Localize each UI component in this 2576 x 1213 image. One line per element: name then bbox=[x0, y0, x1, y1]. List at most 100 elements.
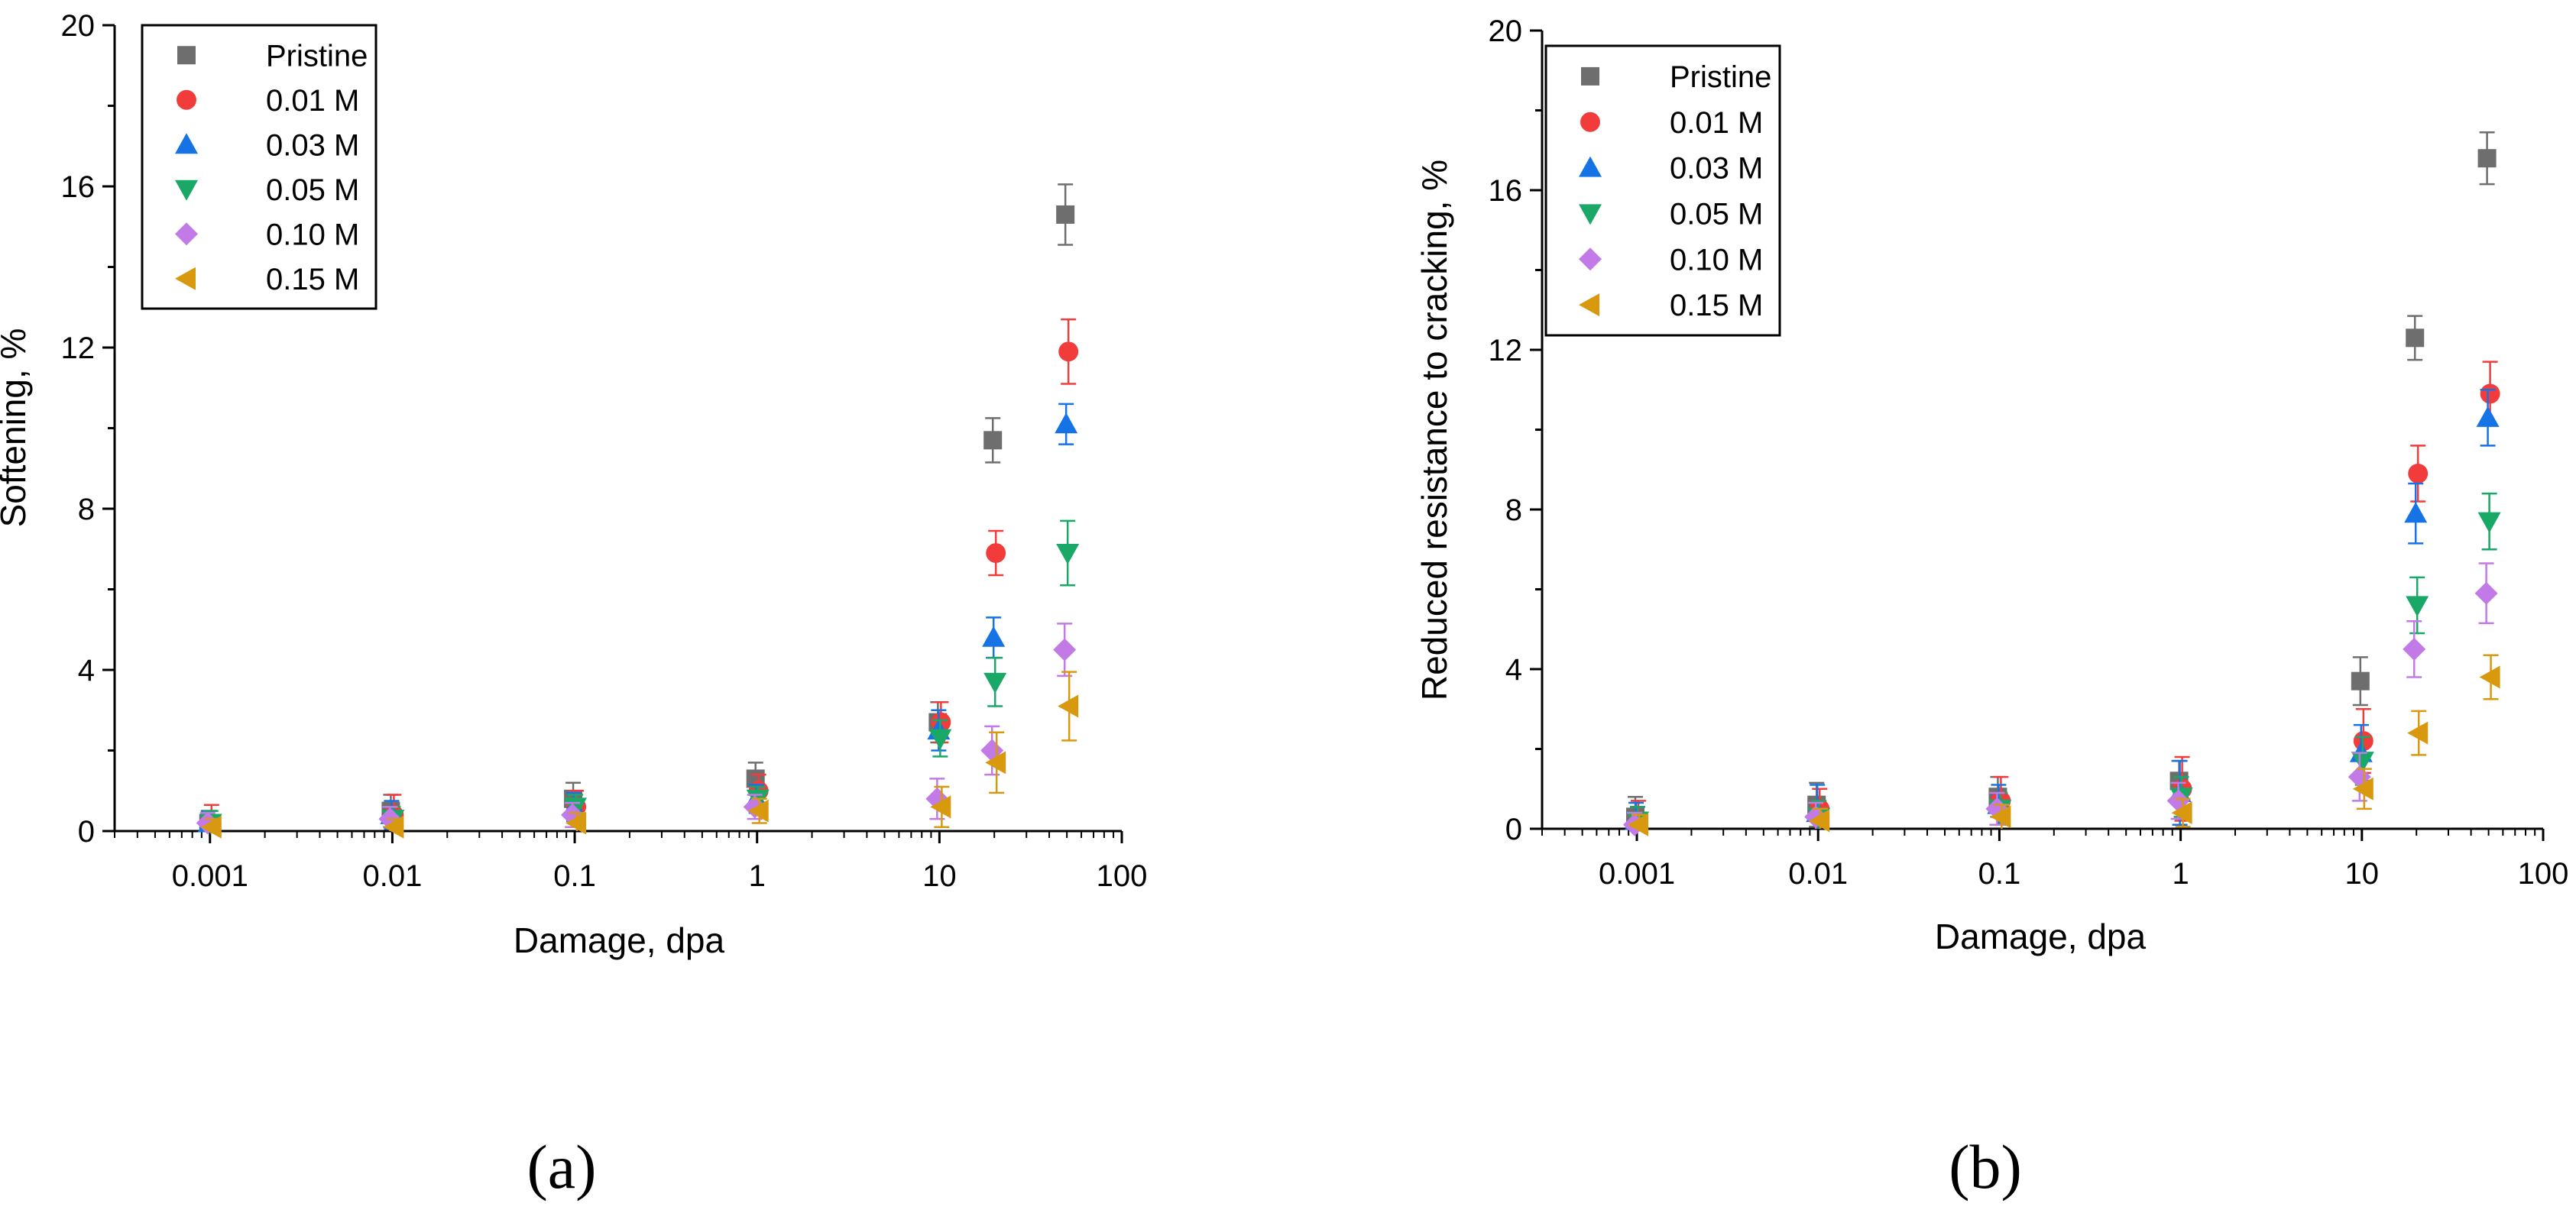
legend-label: 0.10 M bbox=[266, 218, 359, 251]
chart-panel-b: 0 4 8 12 16 20 0.001 0.01 0.1 1 10 100 Damage, dpa Re… bbox=[1414, 15, 2568, 956]
legend-marker bbox=[1579, 204, 1602, 225]
y-tick-label: 4 bbox=[1505, 653, 1522, 687]
data-point bbox=[1628, 813, 1649, 836]
x-tick-label: 0.01 bbox=[362, 859, 422, 893]
data-point bbox=[1058, 694, 1079, 718]
y-tick-label: 12 bbox=[61, 332, 96, 365]
x-tick-label: 0.1 bbox=[553, 859, 596, 893]
data-point bbox=[2480, 383, 2500, 404]
data-point bbox=[2479, 665, 2500, 689]
legend-marker bbox=[1580, 112, 1600, 132]
data-point bbox=[2477, 512, 2501, 533]
data-point bbox=[383, 815, 404, 839]
data-point bbox=[2171, 801, 2192, 825]
x-tick-label: 0.001 bbox=[1599, 857, 1675, 891]
data-point bbox=[928, 729, 952, 750]
y-tick-label: 8 bbox=[1505, 493, 1522, 527]
data-point bbox=[200, 815, 222, 839]
legend: Pristine 0.01 M 0.03 M 0.05 M 0.10 M 0.15 M bbox=[1544, 44, 1781, 337]
data-point bbox=[930, 795, 951, 819]
panel-a-label: (a) bbox=[527, 1132, 596, 1202]
data-point bbox=[2408, 464, 2429, 484]
y-tick-label: 8 bbox=[78, 493, 95, 526]
series-0-15-m bbox=[200, 671, 1079, 839]
x-axis-label: Damage, dpa bbox=[514, 920, 725, 960]
y-tick-label: 4 bbox=[78, 654, 95, 687]
x-tick-label: 10 bbox=[922, 859, 957, 893]
data-point bbox=[2351, 671, 2370, 691]
series-0-15-m bbox=[1628, 654, 2500, 836]
x-axis-label: Damage, dpa bbox=[1935, 917, 2147, 956]
data-point bbox=[1809, 809, 1830, 833]
x-tick-label: 0.01 bbox=[1788, 857, 1848, 891]
legend-marker bbox=[1581, 66, 1599, 86]
data-point bbox=[2406, 596, 2429, 617]
legend-label: 0.01 M bbox=[1670, 106, 1763, 140]
series-0-03-m bbox=[197, 403, 1078, 833]
data-point bbox=[2477, 149, 2497, 168]
x-tick-label: 0.001 bbox=[172, 859, 248, 893]
chart-panel-a: 0 4 8 12 16 20 0.001 0.01 0.1 1 10 100 Damage, dpa So… bbox=[0, 9, 1147, 960]
x-tick-label: 100 bbox=[1097, 859, 1148, 893]
y-tick-label: 12 bbox=[1489, 334, 1523, 367]
x-tick-label: 100 bbox=[2518, 857, 2569, 891]
x-tick-label: 1 bbox=[2172, 857, 2189, 891]
legend: Pristine 0.01 M 0.03 M 0.05 M 0.10 M 0.15 M bbox=[141, 24, 377, 310]
data-point bbox=[1056, 544, 1080, 565]
data-point bbox=[983, 672, 1007, 694]
data-point bbox=[2351, 752, 2374, 773]
legend-box bbox=[141, 24, 377, 310]
legend-marker bbox=[177, 46, 196, 65]
data-point bbox=[1058, 341, 1079, 362]
legend-marker bbox=[175, 180, 198, 201]
y-tick-label: 16 bbox=[61, 170, 96, 204]
legend-marker bbox=[1579, 293, 1599, 317]
data-point bbox=[982, 626, 1006, 647]
y-tick-label: 20 bbox=[61, 9, 96, 43]
x-tick-label: 10 bbox=[2345, 857, 2380, 891]
legend-label: Pristine bbox=[266, 39, 368, 73]
data-point bbox=[983, 431, 1003, 450]
legend-box bbox=[1544, 44, 1781, 337]
legend-label: 0.01 M bbox=[266, 84, 359, 118]
data-point bbox=[565, 811, 587, 835]
legend-marker bbox=[175, 133, 198, 154]
series-0-03-m bbox=[1625, 389, 2500, 830]
legend-marker bbox=[175, 267, 196, 290]
legend-label: 0.05 M bbox=[1670, 197, 1763, 231]
data-point bbox=[2476, 406, 2500, 427]
legend-marker bbox=[1579, 156, 1602, 177]
y-axis-label: Reduced resistance to cracking, % bbox=[1414, 160, 1454, 700]
data-point bbox=[2474, 581, 2498, 605]
legend-marker bbox=[1579, 247, 1602, 271]
legend-label: 0.15 M bbox=[266, 263, 359, 296]
legend-label: 0.15 M bbox=[1670, 289, 1763, 322]
data-point bbox=[747, 799, 769, 823]
data-point bbox=[2407, 721, 2429, 745]
x-tick-label: 1 bbox=[749, 859, 766, 893]
x-tick-label: 0.1 bbox=[1978, 857, 2021, 891]
legend-marker bbox=[177, 89, 196, 110]
y-tick-label: 0 bbox=[1505, 813, 1522, 846]
y-tick-label: 0 bbox=[78, 815, 95, 849]
data-point bbox=[1055, 412, 1078, 434]
y-tick-label: 16 bbox=[1489, 174, 1523, 208]
data-point bbox=[2404, 502, 2428, 523]
legend-label: 0.05 M bbox=[266, 173, 359, 207]
data-point bbox=[2406, 328, 2425, 348]
data-point bbox=[985, 751, 1006, 775]
legend-marker bbox=[175, 222, 198, 246]
legend-label: 0.10 M bbox=[1670, 243, 1763, 277]
data-point bbox=[2352, 777, 2373, 801]
data-point bbox=[1056, 205, 1075, 224]
data-point bbox=[1990, 805, 2011, 829]
data-point bbox=[986, 543, 1006, 563]
legend-label: Pristine bbox=[1670, 60, 1771, 94]
data-point bbox=[2403, 637, 2426, 661]
y-axis-label: Softening, % bbox=[0, 328, 33, 528]
y-tick-label: 20 bbox=[1489, 15, 1523, 48]
legend-label: 0.03 M bbox=[1670, 152, 1763, 186]
data-point bbox=[1053, 638, 1077, 661]
legend-label: 0.03 M bbox=[266, 128, 359, 162]
